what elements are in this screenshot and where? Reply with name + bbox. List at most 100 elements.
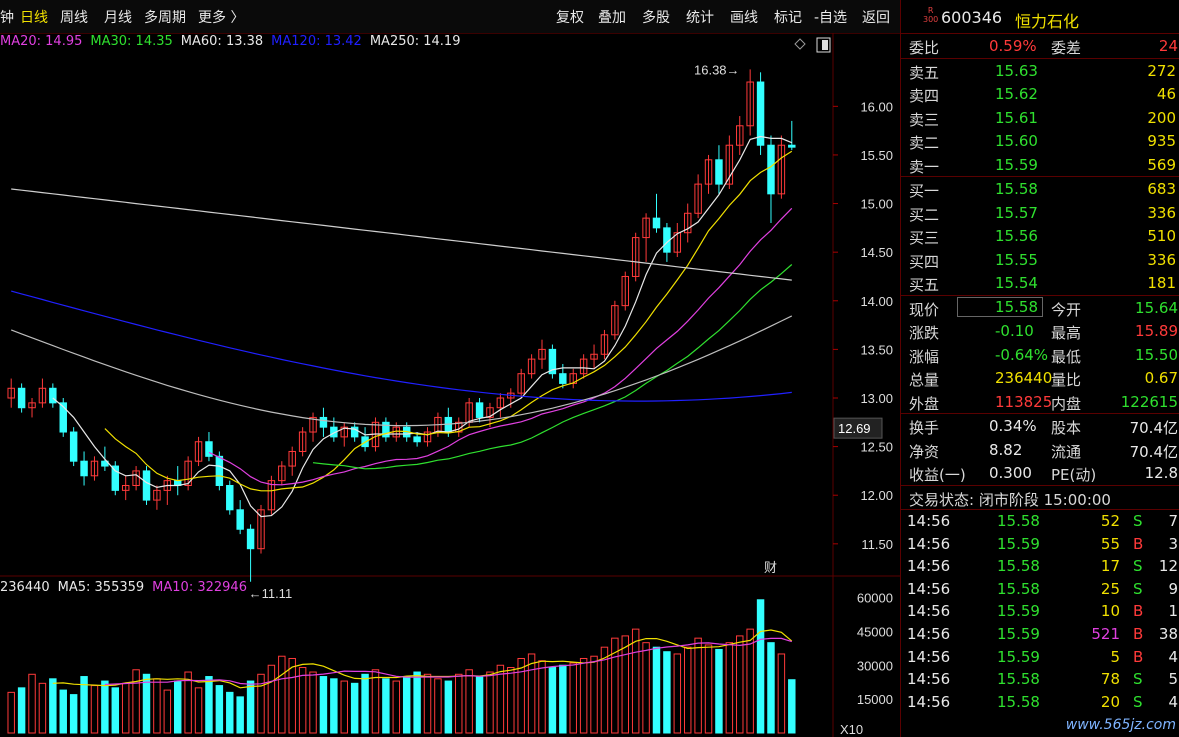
tick-price: 15.59 — [997, 534, 1040, 553]
tick-price: 15.58 — [997, 557, 1040, 576]
quote-value: 113825 — [995, 392, 1053, 411]
candle-body — [257, 509, 265, 550]
candle-body — [777, 144, 786, 195]
ma20-line — [208, 207, 793, 486]
sell-label: 卖三 — [909, 110, 940, 129]
tick-list[interactable]: 14:56 15.58 52 S 7 14:56 15.59 55 B 3 14:56 15.58 17… — [901, 510, 1179, 713]
tick-time: 14:56 — [907, 692, 951, 711]
toolbar-right-6[interactable]: -自选 — [814, 10, 848, 26]
buy-qty: 336 — [1147, 250, 1176, 269]
buy-label: 买一 — [909, 182, 940, 200]
sell-row-4[interactable]: 卖一 15.59 569 — [901, 153, 1179, 177]
ma-legend: MA20: 14.95 MA30: 14.35 MA60: 13.38 MA120: … — [0, 34, 468, 49]
buy-qty: 510 — [1147, 227, 1176, 245]
sell-row-3[interactable]: 卖二 15.60 935 — [901, 129, 1179, 153]
finance-value-2: 70.4亿 — [1129, 419, 1178, 437]
volume-bar — [49, 678, 57, 734]
sell-row-0[interactable]: 卖五 15.63 272 — [901, 59, 1179, 83]
kline-svg: 16.00 15.50 15.00 14.50 14.00 13.50 13.00 12.50… — [0, 33, 900, 737]
volume-bar — [90, 685, 99, 734]
toolbar-left-2[interactable]: 周线 — [60, 10, 88, 26]
price-tick-label: 12.00 — [860, 488, 893, 503]
toolbar-right-5[interactable]: 标记 — [774, 10, 802, 26]
toolbar-left-1[interactable]: 日线 — [20, 10, 48, 26]
volume-bar — [579, 657, 588, 734]
sell-price: 15.61 — [995, 108, 1038, 127]
quote-value-2: 15.50 — [1135, 345, 1178, 364]
finance-value: 0.34% — [989, 417, 1037, 435]
finance-label-2: 股本 — [1051, 419, 1082, 437]
sell-qty: 935 — [1147, 132, 1176, 150]
price-tick-label: 13.50 — [860, 342, 893, 357]
chart-toolbar: 钟日线 周线 月线 多周期 更多 〉 复权 叠加 多股 统计 画线 标记 -自选 返回 — [0, 0, 900, 34]
volume-bar — [215, 685, 224, 734]
buy-row-2[interactable]: 买三 15.56 510 — [901, 224, 1179, 248]
finance-label: 净资 — [909, 442, 940, 461]
toolbar-right-2[interactable]: 多股 — [642, 10, 670, 26]
volume-bar — [309, 671, 317, 734]
quote-value: -0.10 — [995, 322, 1034, 340]
volume-tick-label: 15000 — [857, 692, 893, 707]
quote-grid: 现价 15.58 今开 15.64 涨跌 -0.10 最高 15.89 涨幅 -0.64% 最低 15… — [901, 296, 1179, 414]
tick-volume: 55 — [1100, 534, 1120, 553]
quote-label-2: 最低 — [1051, 347, 1082, 366]
candle-body — [527, 358, 536, 375]
price-marker-box — [833, 417, 883, 439]
tick-side: S — [1133, 512, 1143, 530]
buy-row-1[interactable]: 买二 15.57 336 — [901, 201, 1179, 225]
candle-body — [631, 237, 640, 277]
quote-label: 涨幅 — [909, 347, 940, 366]
weibi-row: 委比 0.59% 委差 24 — [901, 34, 1179, 58]
volume-bar — [527, 653, 536, 734]
toolbar-right-0[interactable]: 复权 — [556, 10, 584, 26]
sell-price: 15.59 — [995, 155, 1038, 174]
volume-bar — [600, 646, 609, 734]
candle-body — [226, 485, 234, 511]
tick-side: S — [1133, 557, 1143, 576]
volume-bar — [236, 696, 244, 734]
ma250-line — [11, 188, 792, 281]
quote-row-4: 外盘 113825 内盘 122615 — [901, 390, 1179, 414]
buy-row-3[interactable]: 买四 15.55 336 — [901, 248, 1179, 272]
candle-body — [611, 305, 619, 336]
toolbar-left-4[interactable]: 多周期 — [144, 10, 186, 26]
volume-bar — [746, 628, 754, 734]
finance-value: 8.82 — [989, 440, 1023, 459]
buy-orders: 买一 15.58 683 买二 15.57 336 买三 15.56 510 买四 15.55 336… — [901, 177, 1179, 295]
toolbar-left-0[interactable]: 钟 — [0, 10, 14, 26]
toolbar-right-1[interactable]: 叠加 — [598, 10, 626, 26]
volume-bar — [611, 637, 619, 734]
volume-bar — [465, 669, 473, 734]
stock-name[interactable]: 恒力石化 — [1015, 12, 1080, 31]
volume-bar — [402, 676, 411, 734]
tick-volume: 17 — [1100, 557, 1120, 576]
finance-value-2: 70.4亿 — [1129, 442, 1178, 461]
buy-row-4[interactable]: 买五 15.54 181 — [901, 271, 1179, 295]
buy-row-0[interactable]: 买一 15.58 683 — [901, 177, 1179, 201]
toolbar-left-3[interactable]: 月线 — [104, 10, 132, 26]
quote-value-2: 0.67 — [1144, 369, 1178, 387]
price-tick-label: 14.50 — [860, 245, 893, 260]
volume-bar — [101, 680, 109, 734]
sell-row-2[interactable]: 卖三 15.61 200 — [901, 106, 1179, 130]
kline-chart[interactable]: 16.00 15.50 15.00 14.50 14.00 13.50 13.00 12.50… — [0, 33, 900, 737]
toolbar-right-4[interactable]: 画线 — [730, 10, 758, 26]
toolbar-right-3[interactable]: 统计 — [686, 10, 714, 26]
price-tick-label: 16.00 — [860, 99, 893, 114]
candle-body — [319, 416, 328, 428]
sell-row-1[interactable]: 卖四 15.62 46 — [901, 82, 1179, 106]
candle-body — [121, 485, 130, 491]
volume-tick-label: 30000 — [857, 658, 893, 673]
tick-time: 14:56 — [907, 670, 951, 689]
candle-body — [704, 159, 713, 185]
quote-label-2: 量比 — [1051, 371, 1082, 389]
ma5-line — [52, 135, 793, 518]
toolbar-right-7[interactable]: 返回 — [862, 10, 890, 26]
volume-bar — [756, 599, 765, 734]
toolbar-left-5[interactable]: 更多 〉 — [198, 10, 245, 26]
volume-bar — [163, 689, 172, 734]
candle-body — [517, 373, 525, 394]
tick-row-3: 14:56 15.58 25 S 9 — [901, 578, 1179, 601]
volume-bar — [631, 628, 640, 734]
window-toggle-icon — [816, 37, 831, 53]
